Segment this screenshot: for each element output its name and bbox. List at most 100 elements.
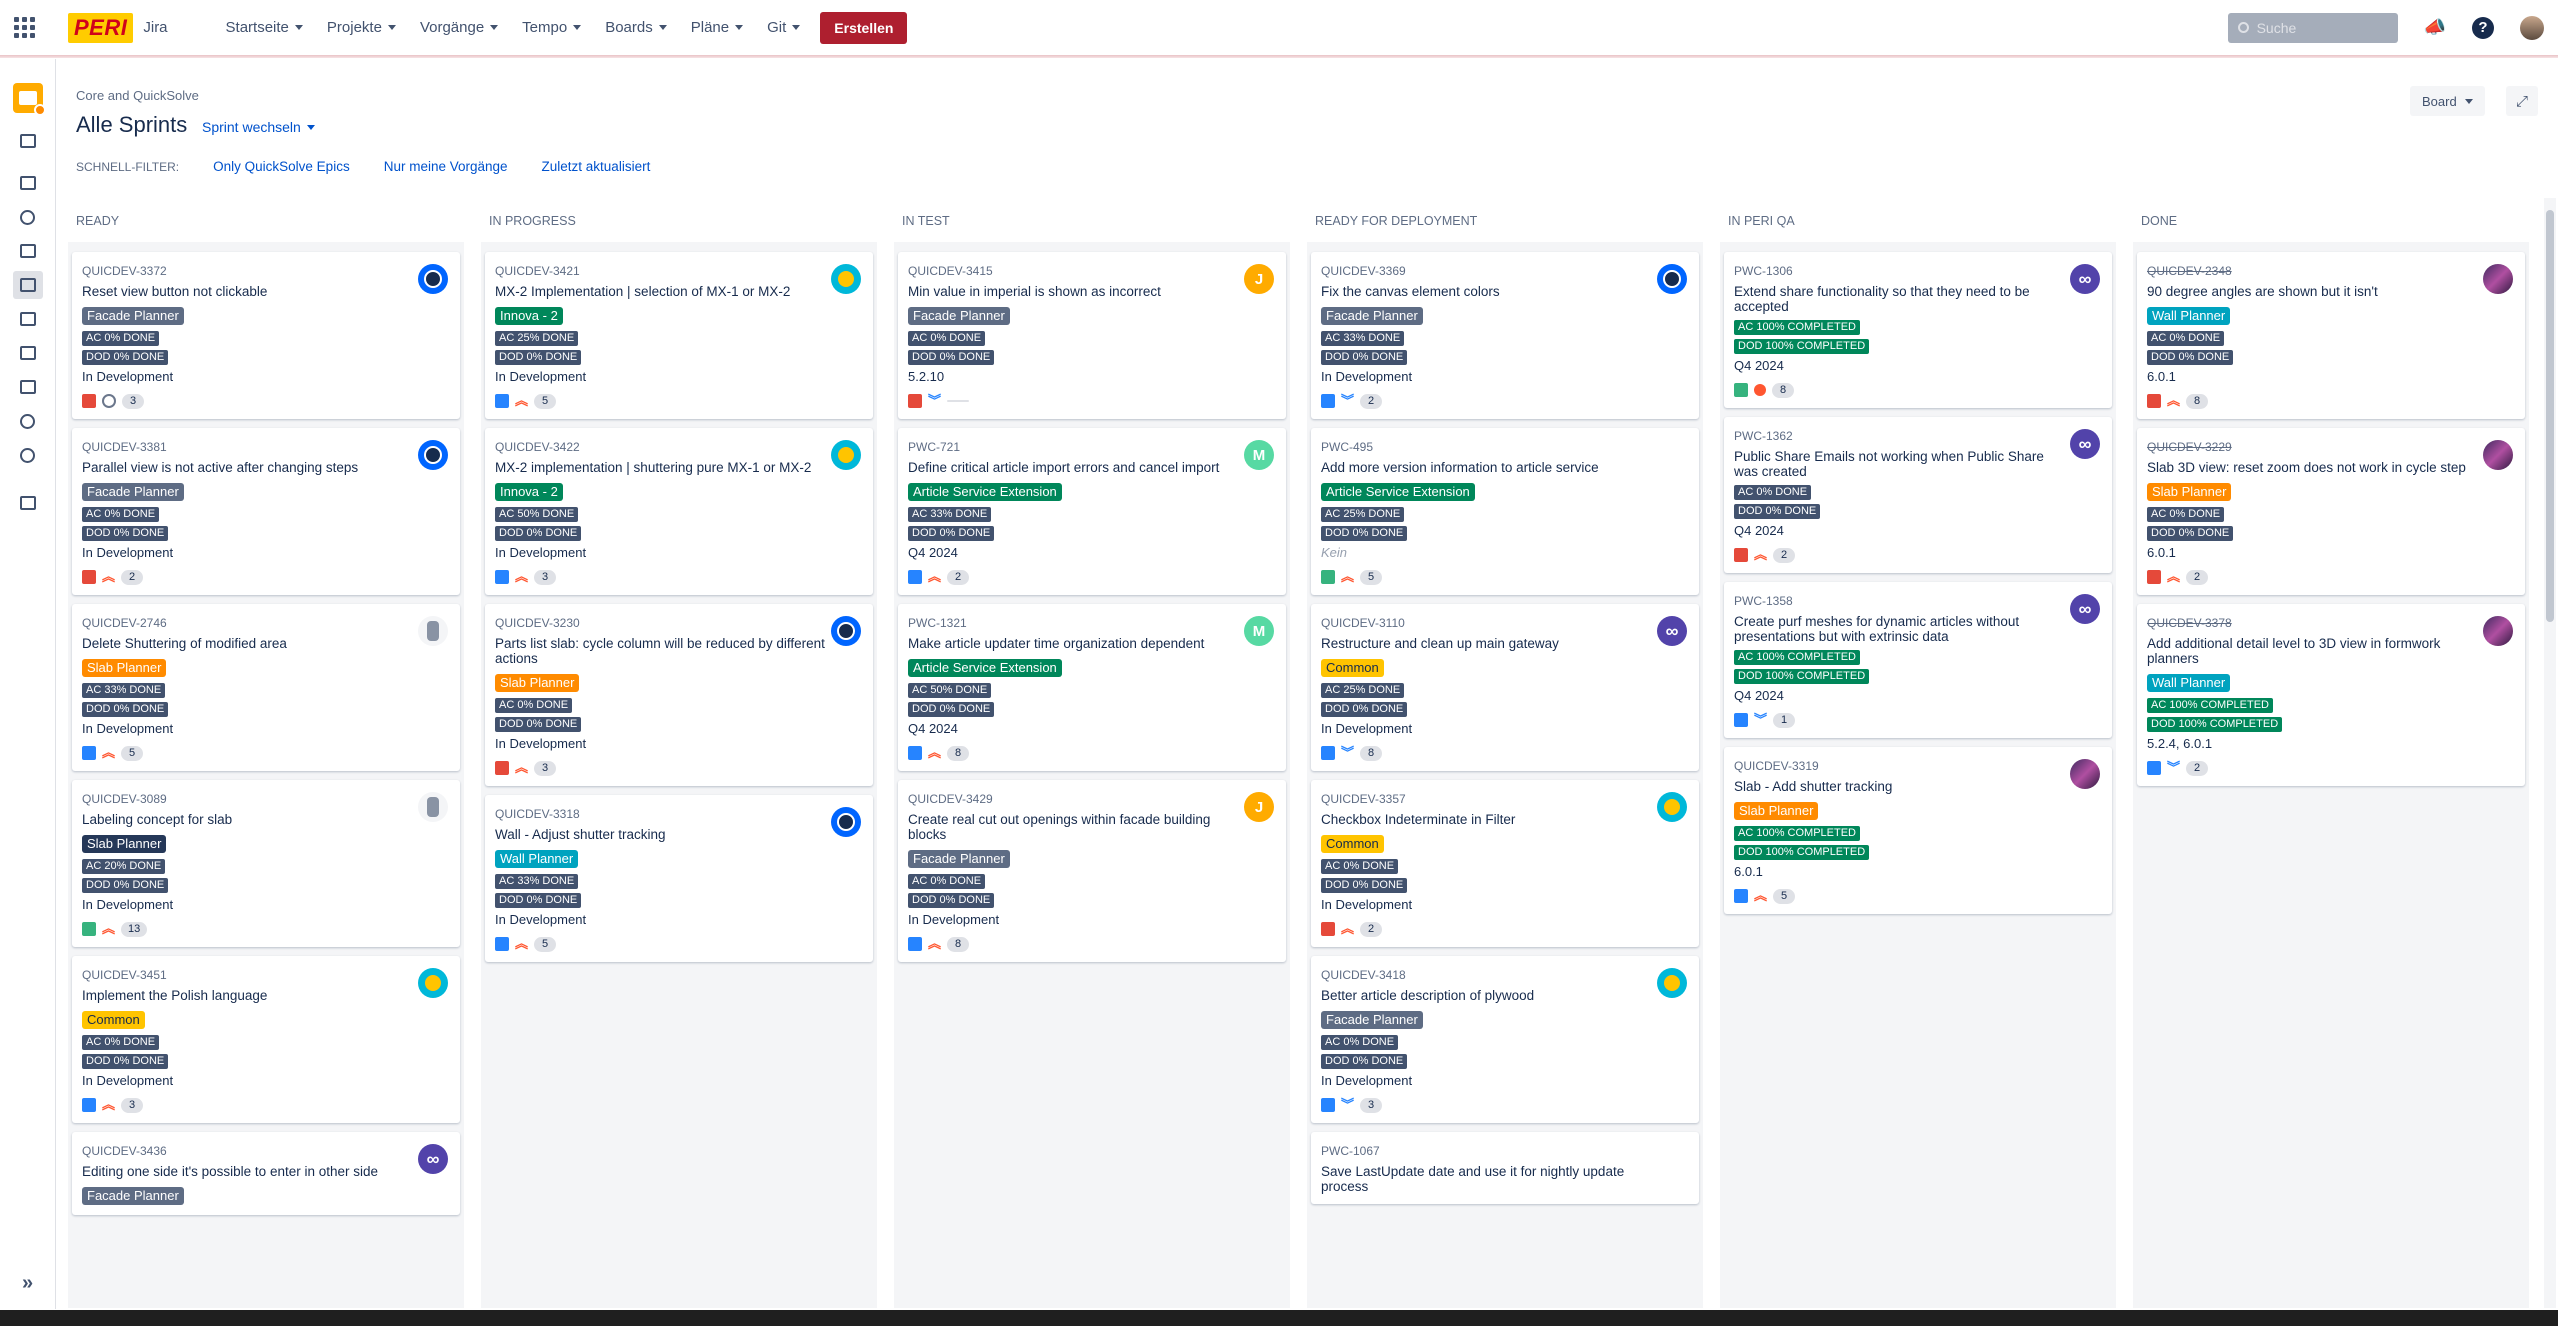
issue-card[interactable]: QUICDEV-3369 Fix the canvas element color…	[1311, 252, 1699, 419]
epic-badge[interactable]: Common	[1321, 659, 1384, 677]
assignee-avatar[interactable]	[831, 616, 861, 646]
issue-key[interactable]: PWC-1067	[1321, 1144, 1380, 1158]
fullscreen-icon[interactable]: ⤢	[2506, 86, 2538, 116]
issue-key[interactable]: QUICDEV-3436	[82, 1144, 167, 1158]
nav-item-git[interactable]: Git	[757, 11, 810, 44]
issue-card[interactable]: QUICDEV-3372 Reset view button not clicka…	[72, 252, 460, 419]
issue-card[interactable]: QUICDEV-3110 Restructure and clean up mai…	[1311, 604, 1699, 771]
link-icon[interactable]	[13, 489, 43, 517]
roadmap-icon[interactable]	[13, 127, 43, 155]
issue-card[interactable]: QUICDEV-3357 Checkbox Indeterminate in Fi…	[1311, 780, 1699, 947]
issue-key[interactable]: QUICDEV-2746	[82, 616, 167, 630]
epic-badge[interactable]: Slab Planner	[1734, 802, 1819, 820]
epic-badge[interactable]: Common	[82, 1011, 145, 1029]
assignee-avatar[interactable]	[2070, 759, 2100, 789]
issue-card[interactable]: QUICDEV-3378 Add additional detail level …	[2137, 604, 2525, 786]
issue-key[interactable]: QUICDEV-3319	[1734, 759, 1819, 773]
avatar[interactable]	[2520, 15, 2544, 40]
epic-badge[interactable]: Wall Planner	[2147, 307, 2231, 325]
time-icon[interactable]	[13, 441, 43, 469]
backlog-icon[interactable]	[13, 237, 43, 265]
logo[interactable]: PERI Jira	[68, 12, 168, 43]
issue-card[interactable]: QUICDEV-3436 Editing one side it's possib…	[72, 1132, 460, 1215]
assignee-avatar[interactable]	[2483, 264, 2513, 294]
epic-badge[interactable]: Facade Planner	[908, 307, 1010, 325]
issue-key[interactable]: QUICDEV-3230	[495, 616, 580, 630]
issue-key[interactable]: QUICDEV-3110	[1321, 616, 1405, 630]
assignee-avatar[interactable]	[418, 792, 448, 822]
issue-key[interactable]: PWC-721	[908, 440, 961, 454]
issue-card[interactable]: QUICDEV-3429 Create real cut out openings…	[898, 780, 1286, 962]
epic-badge[interactable]: Facade Planner	[908, 850, 1010, 868]
epic-badge[interactable]: Common	[1321, 835, 1384, 853]
issue-key[interactable]: QUICDEV-3415	[908, 264, 993, 278]
reports-icon[interactable]	[13, 339, 43, 367]
search-box[interactable]	[2227, 12, 2398, 43]
filter-recently-updated[interactable]: Zuletzt aktualisiert	[541, 159, 651, 174]
issue-card[interactable]: QUICDEV-3451 Implement the Polish languag…	[72, 956, 460, 1123]
issue-key[interactable]: PWC-1362	[1734, 429, 1793, 443]
assignee-avatar[interactable]	[2070, 429, 2100, 459]
issue-card[interactable]: PWC-1306 Extend share functionality so th…	[1724, 252, 2112, 408]
issue-card[interactable]: PWC-1358 Create purf meshes for dynamic a…	[1724, 582, 2112, 738]
scrollbar[interactable]	[2544, 198, 2556, 1308]
project-avatar-icon[interactable]	[12, 83, 46, 116]
issue-card[interactable]: PWC-1321 Make article updater time organi…	[898, 604, 1286, 771]
issue-key[interactable]: QUICDEV-3451	[82, 968, 167, 982]
nav-item-vorgänge[interactable]: Vorgänge	[410, 11, 508, 44]
issue-card[interactable]: PWC-1362 Public Share Emails not working …	[1724, 417, 2112, 573]
issue-card[interactable]: PWC-721 Define critical article import er…	[898, 428, 1286, 595]
breadcrumb[interactable]: Core and QuickSolve	[76, 88, 199, 103]
epic-badge[interactable]: Wall Planner	[495, 850, 579, 868]
issue-card[interactable]: QUICDEV-3418 Better article description o…	[1311, 956, 1699, 1123]
epic-badge[interactable]: Slab Planner	[495, 674, 580, 692]
assignee-avatar[interactable]: J	[1244, 792, 1274, 822]
nav-item-startseite[interactable]: Startseite	[216, 11, 313, 44]
team-icon[interactable]	[13, 203, 43, 231]
megaphone-icon[interactable]: 📣	[2423, 17, 2446, 37]
epic-badge[interactable]: Article Service Extension	[1321, 483, 1475, 501]
assignee-avatar[interactable]: M	[1244, 616, 1274, 646]
assignee-avatar[interactable]	[1657, 264, 1687, 294]
issue-key[interactable]: QUICDEV-3089	[82, 792, 167, 806]
search-input[interactable]	[2256, 19, 2377, 36]
app-switcher-icon[interactable]	[0, 0, 48, 56]
epic-badge[interactable]: Slab Planner	[82, 659, 167, 677]
assignee-avatar[interactable]: J	[1244, 264, 1274, 294]
nav-item-pläne[interactable]: Pläne	[681, 11, 753, 44]
epic-badge[interactable]: Facade Planner	[1321, 307, 1423, 325]
assignee-avatar[interactable]	[831, 807, 861, 837]
board-button[interactable]: Board	[2410, 86, 2485, 116]
epic-badge[interactable]: Facade Planner	[82, 483, 184, 501]
assignee-avatar[interactable]	[2070, 264, 2100, 294]
nav-item-tempo[interactable]: Tempo	[512, 11, 591, 44]
create-button[interactable]: Erstellen	[820, 11, 908, 44]
issue-card[interactable]: QUICDEV-3421 MX-2 Implementation | select…	[485, 252, 873, 419]
assignee-avatar[interactable]	[2483, 616, 2513, 646]
issue-key[interactable]: QUICDEV-3357	[1321, 792, 1406, 806]
filter-my-issues[interactable]: Nur meine Vorgänge	[383, 159, 508, 174]
issue-card[interactable]: QUICDEV-3229 Slab 3D view: reset zoom doe…	[2137, 428, 2525, 595]
help-icon[interactable]: ?	[2472, 16, 2494, 39]
sprint-switch-dropdown[interactable]: Sprint wechseln	[202, 119, 315, 135]
assignee-avatar[interactable]	[418, 616, 448, 646]
epic-badge[interactable]: Innova - 2	[495, 307, 563, 325]
assignee-avatar[interactable]	[831, 264, 861, 294]
epic-badge[interactable]: Wall Planner	[2147, 674, 2231, 692]
issue-key[interactable]: PWC-1321	[908, 616, 967, 630]
issue-key[interactable]: QUICDEV-3421	[495, 264, 580, 278]
nav-item-projekte[interactable]: Projekte	[317, 11, 406, 44]
issue-card[interactable]: QUICDEV-3089 Labeling concept for slab Sla…	[72, 780, 460, 947]
issue-key[interactable]: QUICDEV-3378	[2147, 616, 2232, 630]
assignee-avatar[interactable]	[2483, 440, 2513, 470]
epic-badge[interactable]: Facade Planner	[82, 307, 184, 325]
issue-card[interactable]: QUICDEV-2746 Delete Shuttering of modifie…	[72, 604, 460, 771]
epic-badge[interactable]: Article Service Extension	[908, 483, 1062, 501]
issue-key[interactable]: PWC-495	[1321, 440, 1374, 454]
board-icon[interactable]	[12, 271, 43, 299]
components-icon[interactable]	[13, 169, 43, 197]
epic-badge[interactable]: Innova - 2	[495, 483, 563, 501]
filter-quicksolve-epics[interactable]: Only QuickSolve Epics	[213, 159, 350, 174]
issue-key[interactable]: QUICDEV-3229	[2147, 440, 2232, 454]
issue-key[interactable]: QUICDEV-3318	[495, 807, 580, 821]
